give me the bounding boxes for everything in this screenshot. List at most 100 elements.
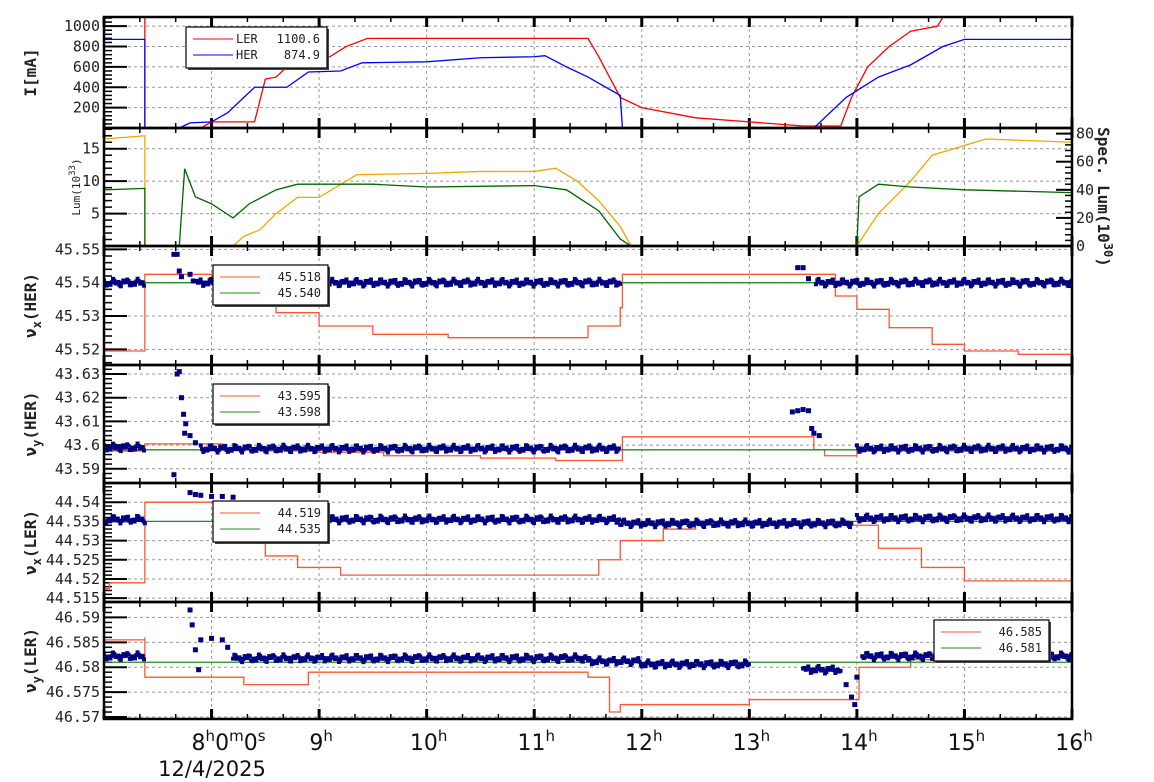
tune-data-point (703, 521, 708, 526)
tune-data-point (644, 522, 649, 527)
tune-data-point (451, 652, 456, 657)
tune-data-point (411, 281, 416, 286)
tune-data-point (450, 444, 455, 449)
tune-data-point (849, 521, 854, 526)
tune-data-point (206, 447, 211, 452)
y-tick-label: 43.59 (55, 460, 100, 478)
tune-data-point (758, 520, 763, 525)
tune-data-point (383, 279, 388, 284)
tune-data-point (880, 516, 885, 521)
tune-data-point (401, 655, 406, 660)
tune-data-point (597, 513, 602, 518)
tune-data-point (685, 518, 690, 523)
x-tick-unit: h (1083, 727, 1093, 745)
y-tick-label: 44.54 (55, 493, 100, 511)
tune-data-point (216, 448, 221, 453)
tune-data-point (299, 658, 304, 663)
tune-data-point (129, 656, 134, 661)
tune-data-point (1050, 278, 1055, 283)
tune-data-point (911, 516, 916, 521)
y-axis-label-sub: y (30, 676, 44, 683)
tune-data-point (178, 274, 184, 280)
tune-data-point (171, 472, 177, 478)
tune-data-point (383, 516, 388, 521)
tune-data-point (476, 442, 481, 447)
series-group (104, 369, 1072, 478)
tune-data-point (338, 518, 343, 523)
tune-data-point (547, 516, 552, 521)
tune-data-point (741, 662, 746, 667)
tune-data-point (457, 518, 462, 523)
y-axis-label-right-rest: ) (1094, 257, 1113, 267)
tune-data-point (809, 426, 815, 432)
tune-data-point (945, 450, 950, 455)
y-right-tick-label: 0 (1076, 237, 1085, 255)
tune-data-point (181, 411, 187, 417)
tune-data-point (536, 656, 541, 661)
tune-data-point (844, 279, 849, 284)
tune-data-point (182, 430, 188, 436)
tune-data-point (505, 657, 510, 662)
tune-data-point (514, 277, 519, 282)
tune-data-point (675, 520, 680, 525)
legend-value: 46.581 (999, 641, 1042, 655)
y-tick-label: 46.585 (46, 633, 100, 651)
tune-data-point (327, 448, 332, 453)
tune-data-point (580, 284, 585, 289)
tune-data-point (407, 655, 412, 660)
tune-data-point (869, 279, 874, 284)
tune-data-point (570, 448, 575, 453)
tune-data-point (814, 282, 819, 287)
tune-data-point (889, 443, 894, 448)
tune-data-point (800, 522, 805, 527)
tune-data-point (928, 652, 933, 657)
tune-data-point (403, 277, 408, 282)
tune-data-point (1033, 280, 1038, 285)
tune-data-point (522, 447, 527, 452)
tune-data-point (742, 519, 747, 524)
tune-data-point (889, 651, 894, 656)
y-axis-label-sub: y (30, 440, 44, 447)
tune-data-point (525, 653, 530, 658)
tune-data-point (605, 662, 610, 667)
legend-box (933, 619, 1050, 662)
tune-data-point (906, 519, 911, 524)
tune-data-point (434, 449, 439, 454)
tune-data-point (678, 664, 683, 669)
tune-data-point (109, 280, 114, 285)
tune-data-point (187, 490, 193, 496)
y-tick-label: 10 (82, 172, 100, 190)
y-tick-label: 400 (73, 78, 100, 96)
tune-data-point (887, 447, 892, 452)
tune-data-point (578, 279, 583, 284)
tune-data-point (342, 656, 347, 661)
tune-data-point (421, 519, 426, 524)
tune-data-point (401, 516, 406, 521)
tune-data-point (529, 516, 534, 521)
tune-data-point (931, 519, 936, 524)
tune-data-point (937, 276, 942, 281)
tune-data-point (404, 444, 409, 449)
panel-2: 45.52 45.53 45.54 45.55 νx(HER) 45.518 45.540 (21, 240, 1074, 367)
tune-data-point (104, 283, 109, 288)
tune-data-point (862, 517, 867, 522)
tune-data-point (278, 448, 283, 453)
tune-data-point (355, 514, 360, 519)
tune-data-point (525, 443, 530, 448)
tune-data-point (415, 516, 420, 521)
tune-data-point (490, 277, 495, 282)
tune-data-point (869, 653, 874, 658)
tune-data-point (1064, 280, 1069, 285)
tune-data-point (570, 519, 575, 524)
tune-data-point (1066, 284, 1071, 289)
tune-data-point (831, 518, 836, 523)
tune-data-point (500, 277, 505, 282)
tune-data-point (926, 279, 931, 284)
tune-data-point (183, 421, 189, 427)
tune-data-point (532, 521, 537, 526)
tune-data-point (692, 663, 697, 668)
tune-data-point (613, 446, 618, 451)
tune-data-point (435, 520, 440, 525)
tune-data-point (481, 447, 486, 452)
tune-data-point (490, 514, 495, 519)
